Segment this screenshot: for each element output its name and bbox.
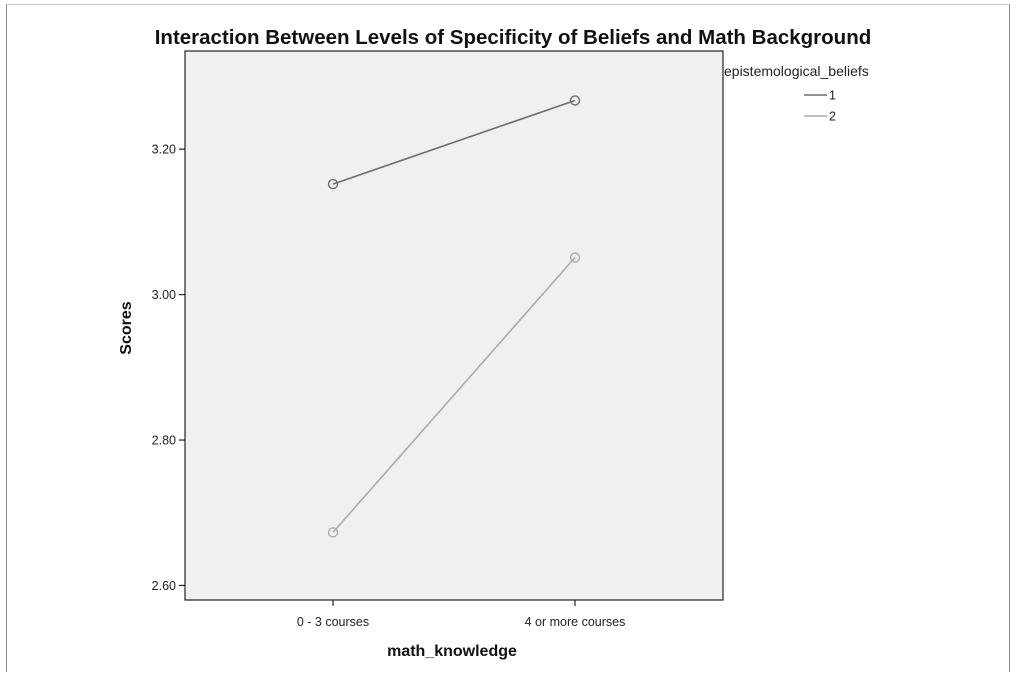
x-axis: 0 - 3 courses 4 or more courses [297,600,626,629]
y-tick-label: 2.80 [152,434,176,448]
legend-label: 1 [829,89,836,103]
x-tick-label: 0 - 3 courses [297,615,369,629]
y-tick-label: 2.60 [152,579,176,593]
data-point-series-1 [327,178,339,190]
data-point-series-2 [569,252,581,263]
data-point-series-2 [327,527,339,538]
series-line-2 [332,256,576,533]
legend-label: 2 [829,110,836,124]
legend-items: 12 [804,89,836,124]
x-axis-title: math_knowledge [387,643,517,660]
y-axis-title: Scores [118,301,135,354]
data-point-series-1 [569,95,581,106]
plot-area [184,50,724,601]
y-tick-label: 3.20 [152,143,176,157]
y-axis: 2.60 2.80 3.00 3.20 [152,143,185,593]
x-tick-label: 4 or more courses [525,615,626,629]
y-tick-label: 3.00 [152,288,176,302]
legend: epistemological_beliefs 12 [724,63,869,124]
legend-title: epistemological_beliefs [724,63,869,79]
series-layer [327,95,581,538]
chart-figure: Interaction Between Levels of Specificit… [6,4,1010,672]
interaction-line-chart: Interaction Between Levels of Specificit… [118,26,872,660]
chart-title: Interaction Between Levels of Specificit… [155,26,872,49]
series-line-1 [332,99,576,185]
